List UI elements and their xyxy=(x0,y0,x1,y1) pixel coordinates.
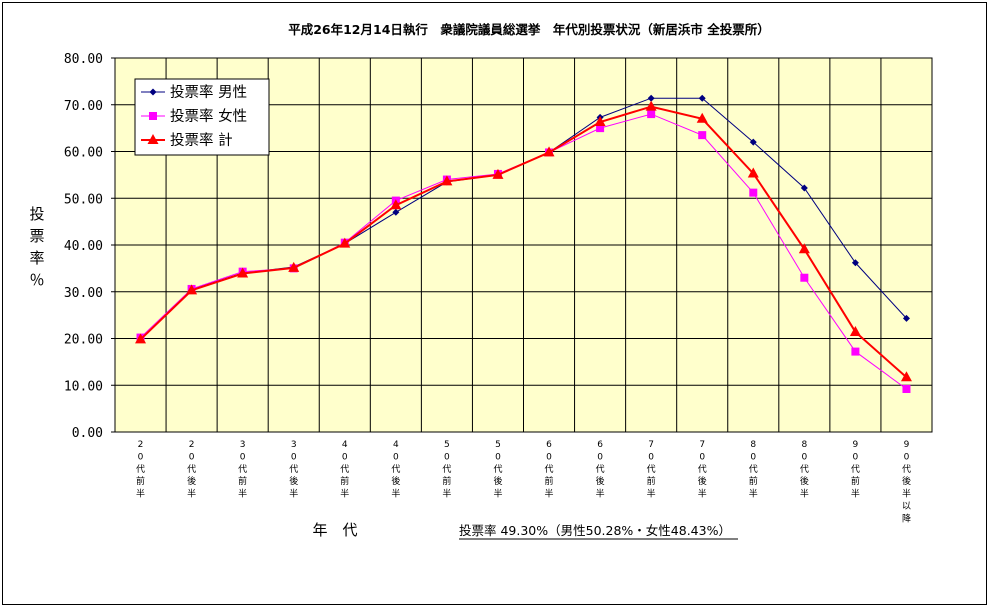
data-point xyxy=(798,243,810,254)
turnout-summary: 投票率 49.30%（男性50.28%・女性48.43%） xyxy=(459,523,731,538)
x-category-label: 7 0 代後半 xyxy=(698,440,707,500)
data-point xyxy=(747,167,759,178)
y-tick-label: 70.00 xyxy=(64,99,103,114)
x-category-label: 8 0 代前半 xyxy=(749,440,758,500)
legend-label: 投票率 計 xyxy=(170,132,233,149)
x-category-label: 6 0 代前半 xyxy=(545,440,554,500)
chart-title: 平成26年12月14日執行 衆議院議員総選挙 年代別投票状況（新居浜市 全投票所… xyxy=(288,22,770,37)
x-category-label: 5 0 代後半 xyxy=(493,440,502,500)
data-point xyxy=(800,184,808,192)
x-category-label: 4 0 代後半 xyxy=(391,440,400,500)
legend-item: 投票率 男性 xyxy=(141,84,247,101)
y-tick-label: 40.00 xyxy=(64,239,103,254)
x-axis-label: 年 代 xyxy=(312,521,357,539)
data-point xyxy=(186,284,198,295)
x-category-label: 9 0 代後半以降 xyxy=(902,440,911,524)
y-tick-label: 50.00 xyxy=(64,192,103,207)
data-point xyxy=(237,267,249,278)
data-point xyxy=(135,333,147,344)
data-point xyxy=(339,237,351,248)
data-point xyxy=(849,325,861,336)
x-category-label: 8 0 代後半 xyxy=(800,440,809,500)
data-point xyxy=(647,110,656,119)
data-point xyxy=(698,94,706,102)
data-point xyxy=(696,112,708,123)
data-point xyxy=(851,259,859,267)
data-point xyxy=(594,116,606,127)
legend-item: 投票率 計 xyxy=(141,132,233,149)
data-point xyxy=(441,175,453,186)
y-tick-label: 20.00 xyxy=(64,333,103,348)
y-axis-label: 投票率％ xyxy=(29,205,44,289)
line-chart: 平成26年12月14日執行 衆議院議員総選挙 年代別投票状況（新居浜市 全投票所… xyxy=(29,22,933,540)
data-point xyxy=(647,94,655,102)
data-point xyxy=(749,138,757,146)
x-axis-categories: 2 0 代前半 2 0 代後半 3 0 代前半 3 0 代後半 4 0 代前半 4 0 代後半 5 0 代前半 5 0 代後半… xyxy=(136,440,911,524)
y-tick-label: 60.00 xyxy=(64,146,103,161)
y-tick-label: 80.00 xyxy=(64,52,103,67)
data-point xyxy=(543,146,555,157)
data-point xyxy=(492,168,504,179)
data-point xyxy=(851,347,860,356)
x-category-label: 3 0 代後半 xyxy=(289,440,298,500)
x-category-label: 4 0 代前半 xyxy=(340,440,349,500)
legend-item: 投票率 女性 xyxy=(141,107,247,125)
y-tick-label: 0.00 xyxy=(72,426,103,441)
series-layer xyxy=(135,94,912,393)
data-point xyxy=(392,208,400,216)
y-axis-ticks: 0.00 10.00 20.00 30.00 40.00 50.00 60.00 70.00 8… xyxy=(64,52,115,441)
legend-swatch-marker xyxy=(149,112,157,120)
x-category-label: 2 0 代前半 xyxy=(136,440,145,500)
x-category-label: 7 0 代前半 xyxy=(647,440,656,500)
x-category-label: 6 0 代後半 xyxy=(596,440,605,500)
y-tick-label: 30.00 xyxy=(64,286,103,301)
x-category-label: 5 0 代前半 xyxy=(442,440,451,500)
data-point xyxy=(902,384,911,393)
legend-label: 投票率 女性 xyxy=(170,107,247,125)
data-point xyxy=(698,131,707,140)
data-point xyxy=(288,261,300,272)
data-point xyxy=(749,188,758,197)
y-tick-label: 10.00 xyxy=(64,379,103,394)
data-point xyxy=(645,100,657,111)
legend-swatch-marker xyxy=(147,134,159,144)
y-axis-label-text: 投票率％ xyxy=(29,205,44,289)
data-point xyxy=(596,124,605,133)
data-point xyxy=(902,314,910,322)
x-category-label: 3 0 代前半 xyxy=(238,440,247,500)
legend-label: 投票率 男性 xyxy=(170,84,247,101)
series-line xyxy=(139,105,908,379)
series-triangle xyxy=(135,100,912,382)
data-point xyxy=(800,273,809,282)
data-point xyxy=(900,371,912,382)
legend-swatch-marker xyxy=(149,88,157,96)
data-point xyxy=(390,199,402,210)
x-category-label: 2 0 代後半 xyxy=(187,440,196,500)
x-category-label: 9 0 代前半 xyxy=(851,440,860,500)
